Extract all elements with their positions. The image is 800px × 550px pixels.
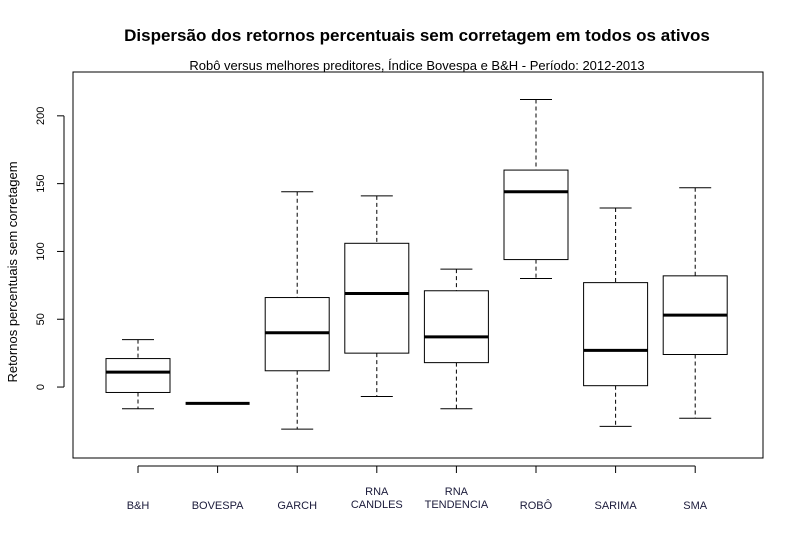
y-tick-label: 200 xyxy=(35,107,47,125)
iqr-box xyxy=(423,290,489,364)
x-tick-label: SMA xyxy=(683,500,708,512)
box-7 xyxy=(583,207,649,427)
x-tick-label: B&H xyxy=(127,500,150,512)
y-tick-label: 100 xyxy=(35,242,47,260)
x-tick-label: CANDLES xyxy=(351,499,403,511)
x-tick-label: RNA xyxy=(445,486,469,498)
x-tick-label: BOVESPA xyxy=(192,500,244,512)
box-5 xyxy=(423,268,489,410)
box-4 xyxy=(344,195,410,398)
box-3 xyxy=(264,191,330,430)
y-tick-label: 50 xyxy=(35,313,47,325)
x-tick-label: SARIMA xyxy=(595,500,638,512)
y-axis-label: Retornos percentuais sem corretagem xyxy=(5,161,20,382)
y-tick-label: 0 xyxy=(35,384,47,390)
box-6 xyxy=(503,99,569,280)
iqr-box xyxy=(105,358,171,393)
iqr-box xyxy=(583,282,649,387)
x-tick-label: TENDENCIA xyxy=(425,499,489,511)
plot-frame xyxy=(72,71,764,459)
box-1 xyxy=(105,339,171,410)
x-tick-label: RNA xyxy=(365,486,389,498)
x-tick-label: ROBÔ xyxy=(520,499,553,512)
y-axis: 0 50 100 150 200 xyxy=(35,107,65,390)
chart-title: Dispersão dos retornos percentuais sem c… xyxy=(124,26,710,45)
chart-subtitle: Robô versus melhores preditores, Índice … xyxy=(189,58,645,73)
box-8 xyxy=(662,187,728,419)
x-tick-label: GARCH xyxy=(277,500,317,512)
boxes xyxy=(105,99,728,430)
y-tick-label: 150 xyxy=(35,174,47,192)
iqr-box xyxy=(503,169,569,261)
iqr-box xyxy=(344,242,410,354)
